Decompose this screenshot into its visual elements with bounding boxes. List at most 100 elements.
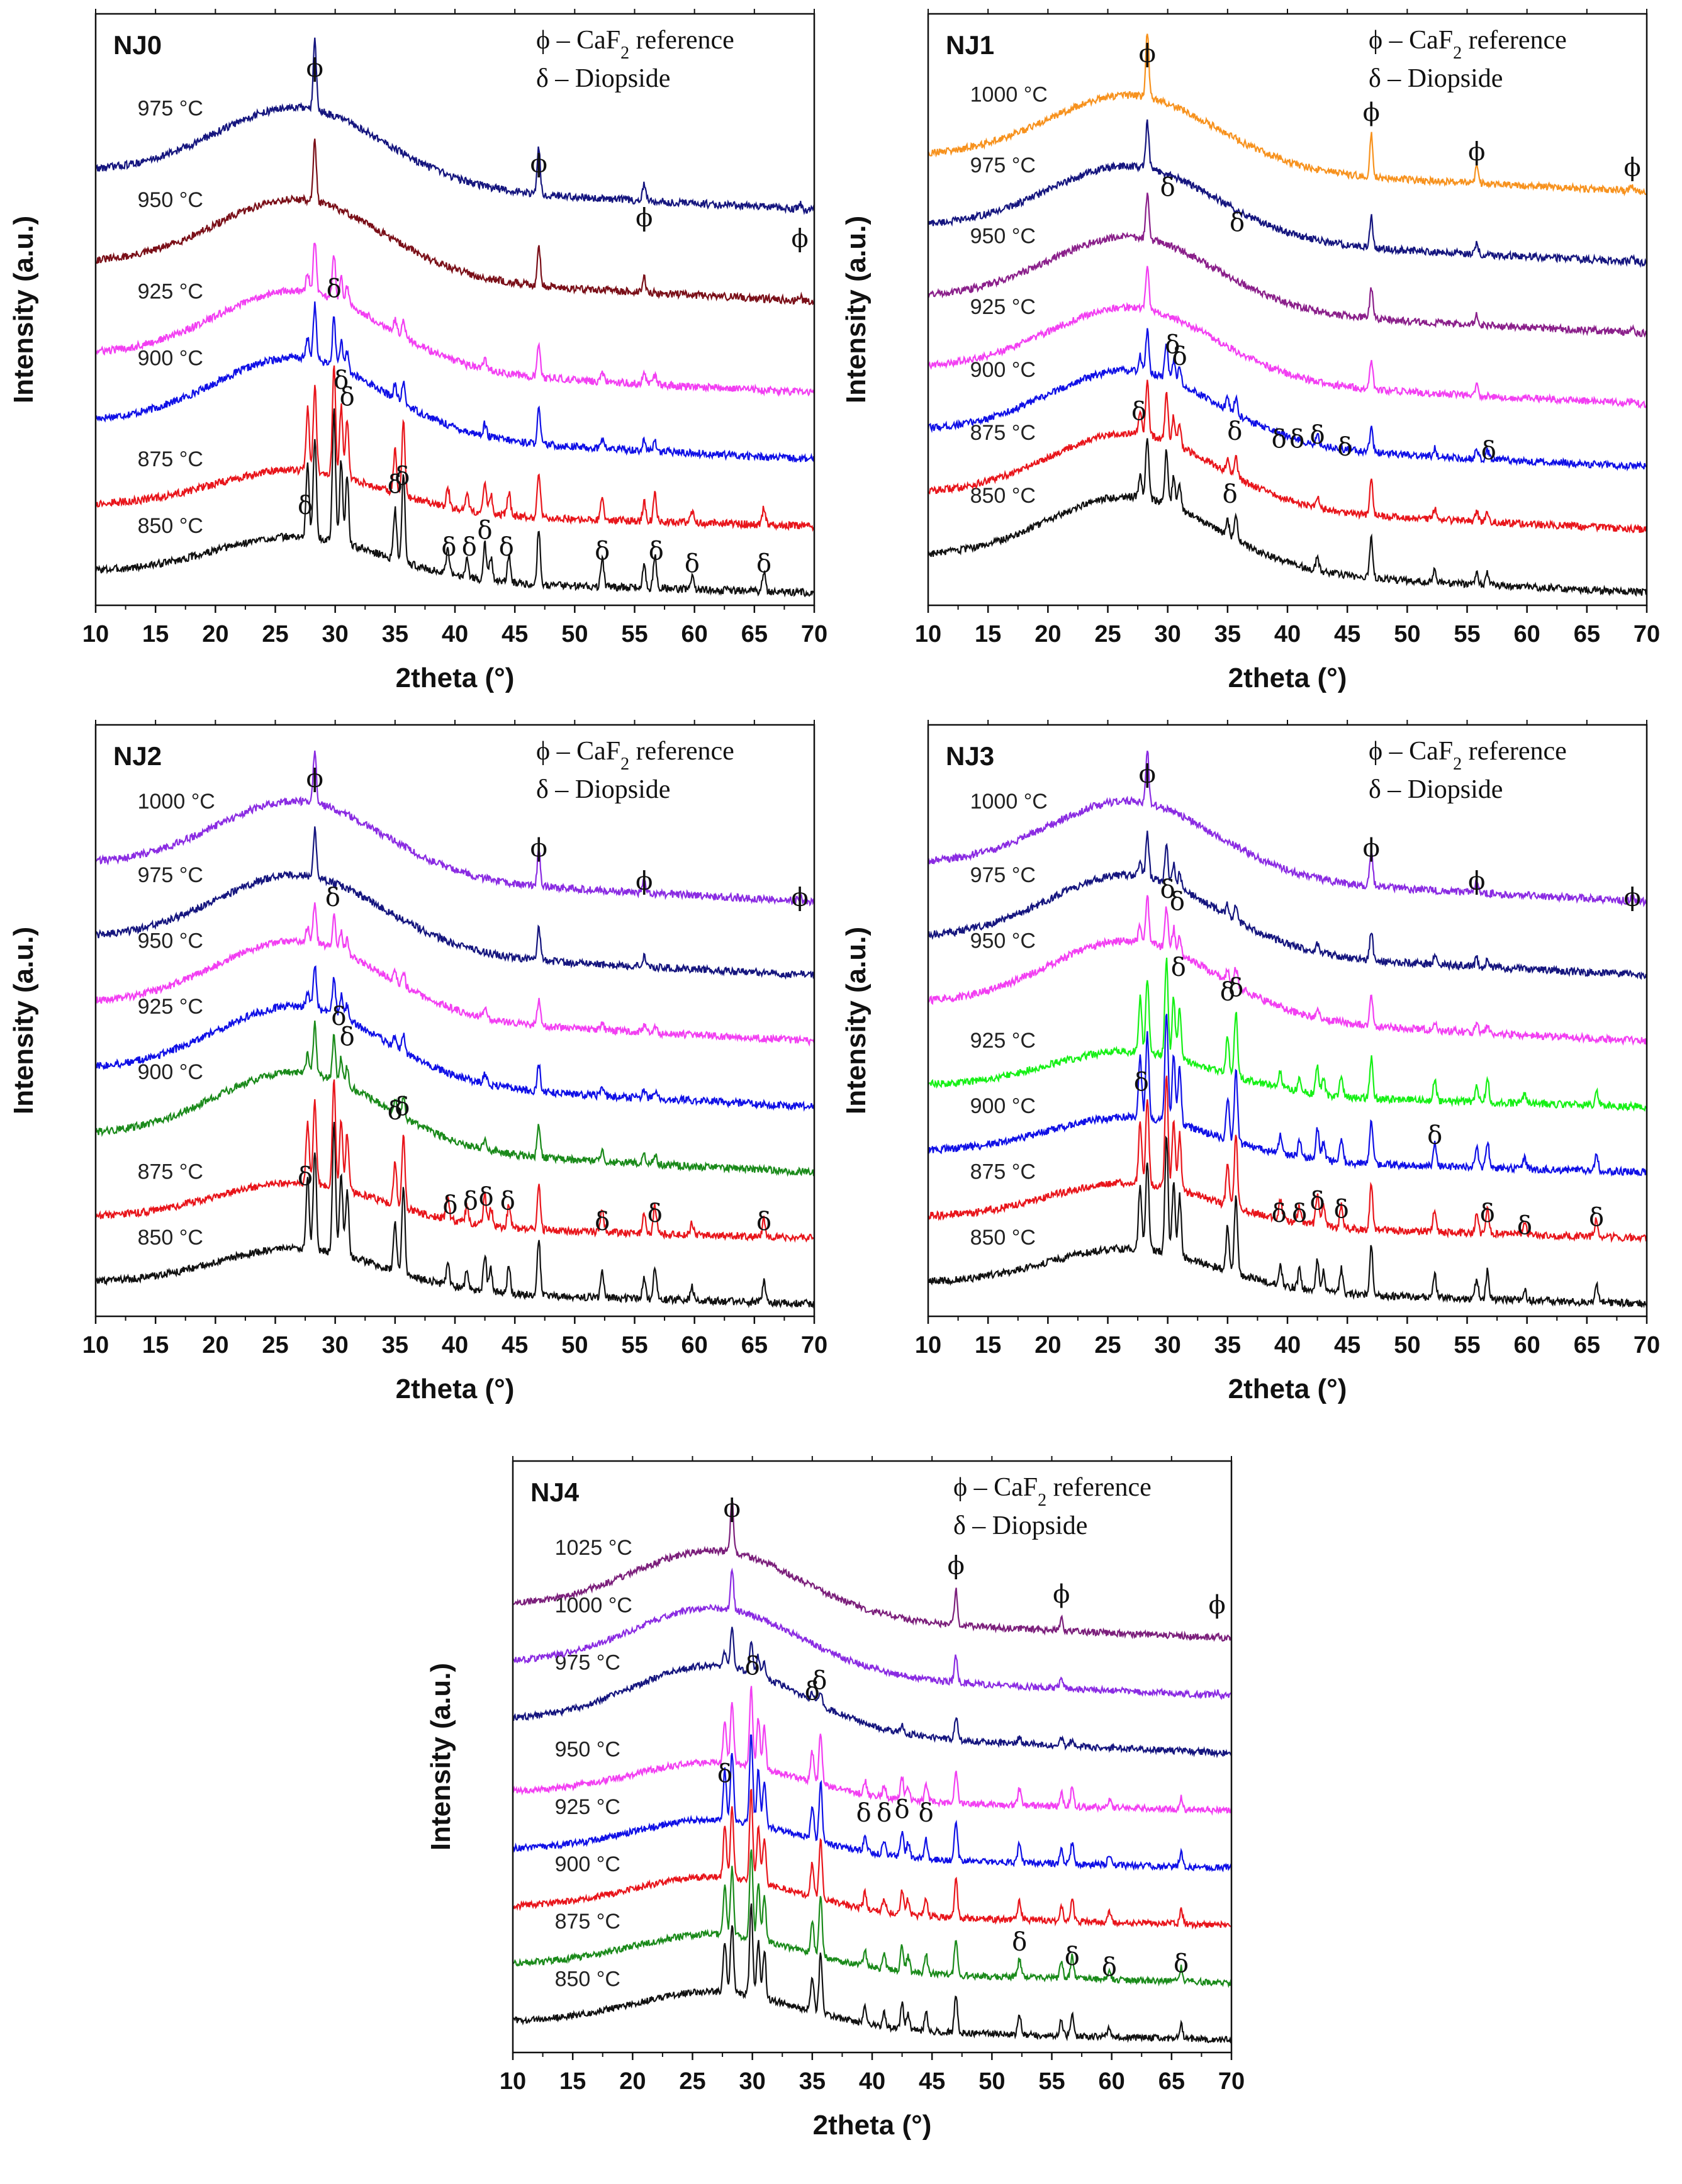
delta-marker: δ — [331, 1002, 346, 1031]
x-axis-label: 2theta (°) — [1228, 663, 1347, 693]
x-axis-label: 2theta (°) — [813, 2110, 932, 2141]
legend-phi-sub: 2 — [1453, 754, 1462, 774]
series-label: 925 °C — [555, 1795, 620, 1819]
series-label: 1000 °C — [555, 1593, 632, 1617]
panel-title: NJ0 — [113, 30, 162, 60]
legend-delta-text: – Diopside — [1387, 64, 1503, 93]
series-line-900c — [927, 328, 1647, 472]
delta-marker: δ — [649, 537, 664, 566]
x-tick-label: 15 — [975, 1332, 1001, 1358]
series-label: 925 °C — [970, 1029, 1036, 1053]
legend-diopside: δ – Diopside — [1369, 64, 1503, 93]
legend-delta-symbol: δ — [1369, 775, 1388, 804]
x-tick-label: 65 — [741, 1332, 768, 1358]
delta-marker: δ — [395, 1092, 410, 1121]
series-label: 925 °C — [138, 279, 203, 303]
series-label: 950 °C — [970, 929, 1036, 953]
series-label: 850 °C — [138, 1226, 203, 1250]
series-line-900c — [94, 301, 816, 463]
series-label: 950 °C — [970, 224, 1036, 248]
series-label: 900 °C — [138, 1060, 203, 1084]
x-tick-label: 45 — [502, 1332, 528, 1358]
legend-delta-symbol: δ — [953, 1511, 972, 1540]
x-tick-label: 50 — [561, 621, 588, 647]
series-line-950c — [95, 902, 816, 1047]
phi-marker: ϕ — [1139, 39, 1156, 68]
series-line-850c — [94, 408, 816, 598]
delta-marker: δ — [298, 1162, 313, 1191]
series-line-900c — [927, 1014, 1647, 1177]
y-axis-label: Intensity (a.u.) — [841, 927, 872, 1114]
series-label: 850 °C — [970, 484, 1036, 508]
delta-marker: δ — [1480, 1199, 1495, 1228]
delta-marker: δ — [462, 532, 477, 561]
delta-marker: δ — [1131, 397, 1147, 426]
delta-marker: δ — [388, 1097, 403, 1126]
delta-marker: δ — [1172, 342, 1187, 371]
delta-marker: δ — [334, 366, 349, 395]
delta-marker: δ — [340, 383, 355, 412]
series-label: 1000 °C — [138, 790, 215, 814]
x-tick-label: 35 — [799, 2068, 826, 2095]
delta-marker: δ — [1481, 437, 1496, 466]
x-tick-label: 45 — [502, 621, 528, 647]
delta-marker: δ — [877, 1799, 892, 1828]
series-line-1000c — [928, 33, 1647, 197]
series-label: 950 °C — [555, 1738, 620, 1762]
series-label: 1025 °C — [555, 1536, 632, 1560]
phi-marker: ϕ — [636, 204, 653, 233]
x-tick-label: 70 — [801, 621, 827, 647]
phi-marker: ϕ — [530, 150, 547, 179]
phi-marker: ϕ — [792, 225, 809, 254]
x-tick-label: 60 — [681, 621, 708, 647]
delta-marker: δ — [1102, 1952, 1117, 1981]
delta-marker: δ — [756, 549, 771, 578]
x-tick-label: 50 — [561, 1332, 588, 1358]
legend-diopside: δ – Diopside — [536, 64, 670, 93]
series-line-950c — [928, 895, 1648, 1046]
series-label: 850 °C — [555, 1967, 620, 1991]
x-tick-label: 65 — [1158, 2068, 1185, 2095]
panel-nj3: 850 °C 875 °C 900 °C 925 °C 950 °C 975 °C 1000… — [841, 720, 1660, 1404]
series-label: 975 °C — [138, 863, 203, 887]
x-tick-label: 25 — [1094, 1332, 1121, 1358]
series-label: 900 °C — [555, 1852, 620, 1876]
delta-marker: δ — [327, 274, 342, 303]
series-line-850c — [927, 438, 1648, 597]
delta-marker: δ — [478, 1182, 493, 1211]
panels: 850 °C 875 °C 900 °C 925 °C 950 °C 975 °C ϕ ϕ ϕ ϕ… — [8, 9, 1660, 2141]
delta-marker: δ — [1065, 1942, 1080, 1971]
x-tick-label: 15 — [559, 2068, 586, 2095]
x-tick-label: 10 — [915, 621, 941, 647]
x-tick-label: 70 — [1634, 621, 1660, 647]
delta-marker: δ — [1589, 1203, 1604, 1232]
x-tick-label: 70 — [1634, 1332, 1660, 1358]
delta-marker: δ — [1289, 425, 1304, 454]
phi-marker: ϕ — [530, 834, 547, 863]
delta-marker: δ — [1171, 953, 1186, 982]
series-line-975c — [512, 1627, 1233, 1759]
delta-marker: δ — [442, 1191, 457, 1220]
delta-marker: δ — [340, 1022, 355, 1051]
series-label: 1000 °C — [970, 82, 1048, 106]
legend-phi-symbol: ϕ — [536, 26, 557, 55]
x-tick-label: 40 — [859, 2068, 885, 2095]
y-axis-label: Intensity (a.u.) — [8, 216, 39, 403]
x-axis-label: 2theta (°) — [396, 663, 515, 693]
delta-marker: δ — [1134, 1068, 1149, 1097]
x-tick-label: 65 — [1574, 621, 1600, 647]
legend-delta-text: – Diopside — [972, 1511, 1087, 1540]
x-tick-label: 10 — [82, 621, 109, 647]
legend-phi-text2: reference — [629, 26, 734, 55]
series-label: 850 °C — [138, 514, 203, 538]
delta-marker: δ — [1174, 1949, 1189, 1978]
x-tick-label: 55 — [1454, 1332, 1480, 1358]
delta-marker: δ — [1517, 1211, 1532, 1240]
series-label: 875 °C — [970, 421, 1036, 445]
series-line-975c — [927, 831, 1648, 980]
delta-marker: δ — [1292, 1199, 1307, 1228]
x-tick-label: 30 — [322, 1332, 349, 1358]
delta-marker: δ — [1012, 1928, 1027, 1957]
